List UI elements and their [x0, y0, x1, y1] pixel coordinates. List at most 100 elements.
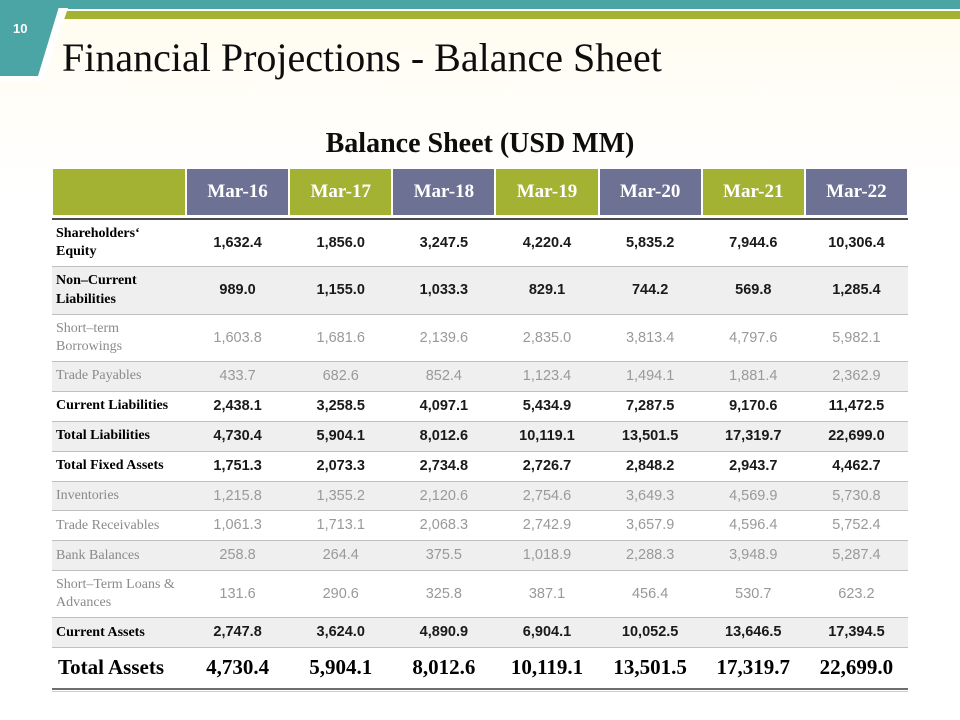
cell-value: 3,649.3: [598, 481, 702, 512]
cell-value: 9,170.6: [701, 391, 805, 422]
cell-value: 569.8: [701, 266, 805, 315]
cell-value: 258.8: [186, 540, 290, 572]
cell-value: 22,699.0: [804, 421, 908, 452]
cell-value: 2,742.9: [495, 510, 599, 542]
row-label: Total Fixed Assets: [52, 451, 186, 482]
col-header-blank: [52, 169, 186, 220]
cell-value: 4,596.4: [701, 510, 805, 542]
cell-value: 1,681.6: [289, 314, 393, 363]
balance-sheet-table: Mar-16 Mar-17 Mar-18 Mar-19 Mar-20 Mar-2…: [52, 169, 908, 690]
cell-value: 1,018.9: [495, 540, 599, 572]
cell-value: 2,726.7: [495, 451, 599, 482]
cell-value: 3,258.5: [289, 391, 393, 422]
cell-value: 13,501.5: [598, 647, 702, 690]
cell-value: 264.4: [289, 540, 393, 572]
header-row: Mar-16 Mar-17 Mar-18 Mar-19 Mar-20 Mar-2…: [52, 169, 908, 220]
cell-value: 1,494.1: [598, 361, 702, 392]
table-row: Short–term Borrowings 1,603.8 1,681.6 2,139…: [52, 314, 908, 363]
table-row: Short–Term Loans & Advances 131.6 290.6 325…: [52, 570, 908, 619]
row-label: Short–term Borrowings: [52, 314, 186, 363]
cell-value: 3,813.4: [598, 314, 702, 363]
cell-value: 3,624.0: [289, 617, 393, 649]
row-label: Shareholders‘ Equity: [52, 219, 186, 268]
cell-value: 2,754.6: [495, 481, 599, 512]
cell-value: 5,982.1: [804, 314, 908, 363]
cell-value: 4,730.4: [186, 421, 290, 452]
cell-value: 7,287.5: [598, 391, 702, 422]
table-row: Non–Current Liabilities 989.0 1,155.0 1,033…: [52, 266, 908, 315]
row-label: Total Liabilities: [52, 421, 186, 452]
slide-title: Financial Projections - Balance Sheet: [62, 35, 662, 80]
cell-value: 5,835.2: [598, 219, 702, 268]
cell-value: 2,139.6: [392, 314, 496, 363]
cell-value: 10,119.1: [495, 421, 599, 452]
cell-value: 1,033.3: [392, 266, 496, 315]
cell-value: 989.0: [186, 266, 290, 315]
cell-value: 325.8: [392, 570, 496, 619]
cell-value: 1,285.4: [804, 266, 908, 315]
row-label: Trade Receivables: [52, 510, 186, 542]
cell-value: 852.4: [392, 361, 496, 392]
cell-value: 8,012.6: [392, 421, 496, 452]
cell-value: 5,904.1: [289, 647, 393, 690]
row-label: Total Assets: [52, 647, 186, 690]
cell-value: 7,944.6: [701, 219, 805, 268]
cell-value: 530.7: [701, 570, 805, 619]
cell-value: 2,943.7: [701, 451, 805, 482]
cell-value: 5,752.4: [804, 510, 908, 542]
table-row: Total Assets 4,730.4 5,904.1 8,012.6 10,119.…: [52, 647, 908, 690]
cell-value: 4,220.4: [495, 219, 599, 268]
cell-value: 1,355.2: [289, 481, 393, 512]
cell-value: 1,061.3: [186, 510, 290, 542]
cell-value: 2,734.8: [392, 451, 496, 482]
cell-value: 17,319.7: [701, 647, 805, 690]
cell-value: 1,751.3: [186, 451, 290, 482]
cell-value: 5,434.9: [495, 391, 599, 422]
top-teal-bar: [0, 0, 960, 9]
row-label: Bank Balances: [52, 540, 186, 572]
cell-value: 1,856.0: [289, 219, 393, 268]
cell-value: 10,119.1: [495, 647, 599, 690]
cell-value: 2,362.9: [804, 361, 908, 392]
row-label: Current Liabilities: [52, 391, 186, 422]
cell-value: 1,632.4: [186, 219, 290, 268]
cell-value: 1,603.8: [186, 314, 290, 363]
cell-value: 829.1: [495, 266, 599, 315]
cell-value: 13,501.5: [598, 421, 702, 452]
col-header-mar-20: Mar-20: [598, 169, 702, 220]
col-header-mar-22: Mar-22: [804, 169, 908, 220]
table-row: Current Liabilities 2,438.1 3,258.5 4,097.1…: [52, 391, 908, 422]
cell-value: 3,247.5: [392, 219, 496, 268]
cell-value: 375.5: [392, 540, 496, 572]
cell-value: 4,569.9: [701, 481, 805, 512]
table-row: Total Fixed Assets 1,751.3 2,073.3 2,734.8 2…: [52, 451, 908, 482]
cell-value: 2,848.2: [598, 451, 702, 482]
cell-value: 290.6: [289, 570, 393, 619]
cell-value: 1,123.4: [495, 361, 599, 392]
table-row: Current Assets 2,747.8 3,624.0 4,890.9 6,904…: [52, 617, 908, 649]
cell-value: 2,835.0: [495, 314, 599, 363]
col-header-mar-19: Mar-19: [495, 169, 599, 220]
cell-value: 1,713.1: [289, 510, 393, 542]
col-header-mar-18: Mar-18: [392, 169, 496, 220]
row-label: Non–Current Liabilities: [52, 266, 186, 315]
cell-value: 17,394.5: [804, 617, 908, 649]
table-title: Balance Sheet (USD MM): [325, 128, 635, 159]
table-row: Total Liabilities 4,730.4 5,904.1 8,012.6 10…: [52, 421, 908, 452]
cell-value: 22,699.0: [804, 647, 908, 690]
cell-value: 11,472.5: [804, 391, 908, 422]
cell-value: 2,073.3: [289, 451, 393, 482]
page-number: 10: [13, 21, 28, 36]
cell-value: 1,215.8: [186, 481, 290, 512]
table-row: Inventories 1,215.8 1,355.2 2,120.6 2,754.6 3…: [52, 481, 908, 512]
cell-value: 744.2: [598, 266, 702, 315]
cell-value: 4,097.1: [392, 391, 496, 422]
col-header-mar-21: Mar-21: [701, 169, 805, 220]
cell-value: 8,012.6: [392, 647, 496, 690]
balance-sheet-table-wrap: Mar-16 Mar-17 Mar-18 Mar-19 Mar-20 Mar-2…: [52, 169, 908, 692]
cell-value: 387.1: [495, 570, 599, 619]
content-area: Balance Sheet (USD MM) Mar-16 Mar-17 Mar…: [52, 128, 908, 692]
cell-value: 2,288.3: [598, 540, 702, 572]
cell-value: 2,438.1: [186, 391, 290, 422]
